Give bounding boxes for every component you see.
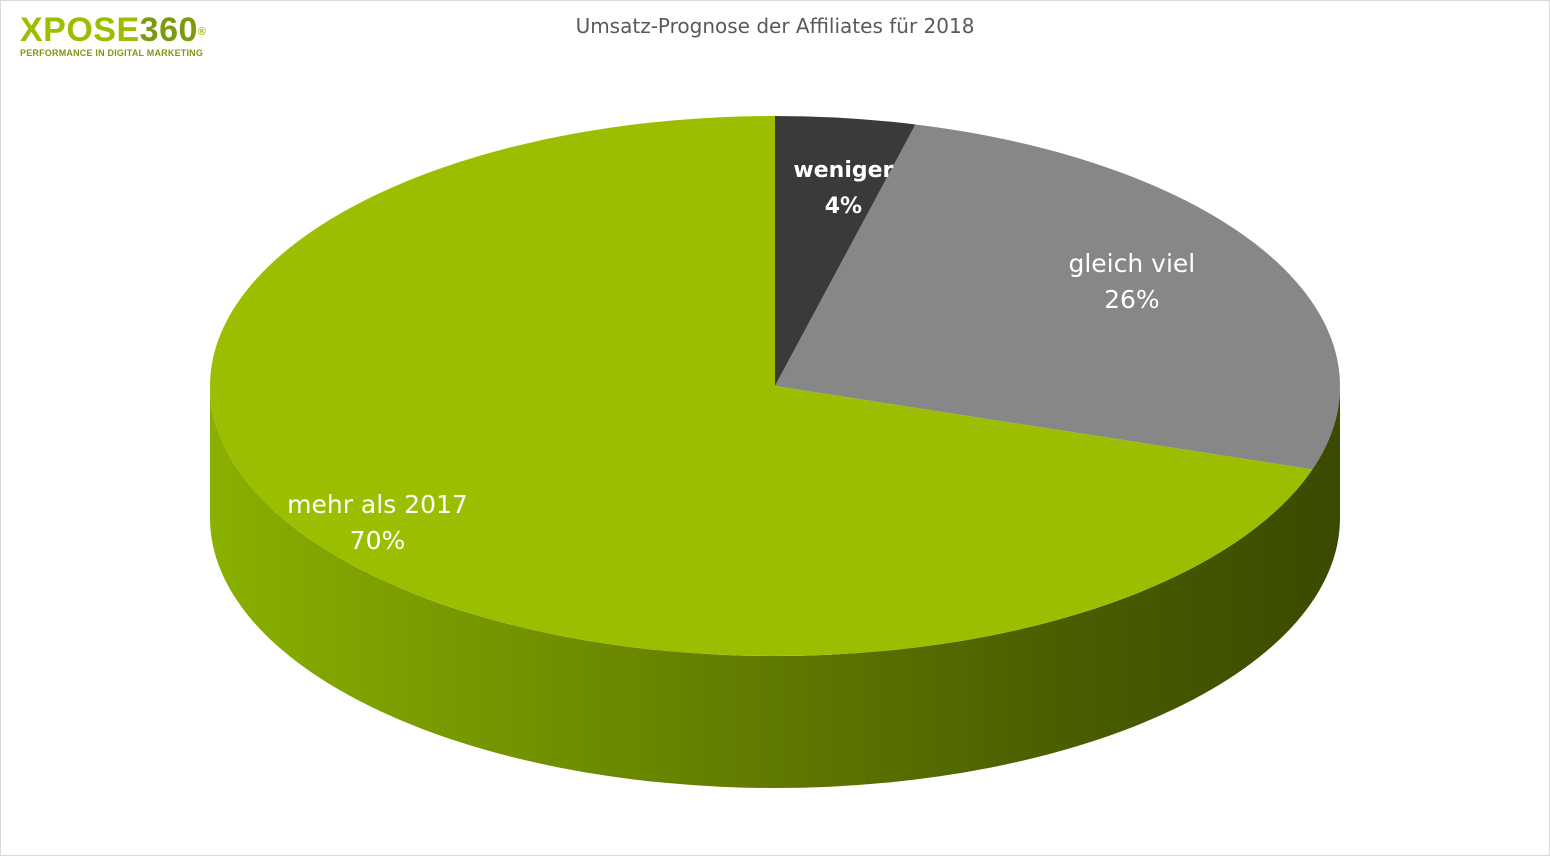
pie-side-wall xyxy=(210,386,1340,788)
logo-wordmark: XPOSE360® xyxy=(20,10,207,50)
pie-label-mehr-als-2017: mehr als 2017 70% xyxy=(287,490,468,555)
pie-side-wall-green xyxy=(210,386,1340,788)
brand-logo: XPOSE360® PERFORMANCE IN DIGITAL MARKETI… xyxy=(20,10,207,58)
pie-label-weniger: weniger 4% xyxy=(793,158,893,219)
logo-tagline: PERFORMANCE IN DIGITAL MARKETING xyxy=(20,48,204,58)
pie-slice-weniger xyxy=(775,115,916,386)
logo-brand-letters: XPOSE xyxy=(20,11,140,49)
pie-label-category: weniger xyxy=(793,158,893,183)
logo-registered-mark: ® xyxy=(197,26,207,38)
pie-top-face xyxy=(210,115,1341,657)
pie-label-category: gleich viel xyxy=(1068,249,1195,278)
pie-label-percent: 26% xyxy=(1104,285,1160,314)
logo-brand-number: 360 xyxy=(139,11,198,49)
pie-label-gleich-viel: gleich viel 26% xyxy=(1068,249,1195,314)
pie-slice-mehr-als-2017 xyxy=(210,115,1313,657)
pie-label-percent: 4% xyxy=(825,194,862,219)
pie-slice-gleich-viel xyxy=(775,124,1341,470)
chart-title: Umsatz-Prognose der Affiliates für 2018 xyxy=(575,14,975,38)
pie-label-category: mehr als 2017 xyxy=(287,490,468,519)
pie-data-labels: weniger 4% gleich viel 26% mehr als 2017 70% xyxy=(287,158,1195,555)
pie-label-percent: 70% xyxy=(350,526,406,555)
